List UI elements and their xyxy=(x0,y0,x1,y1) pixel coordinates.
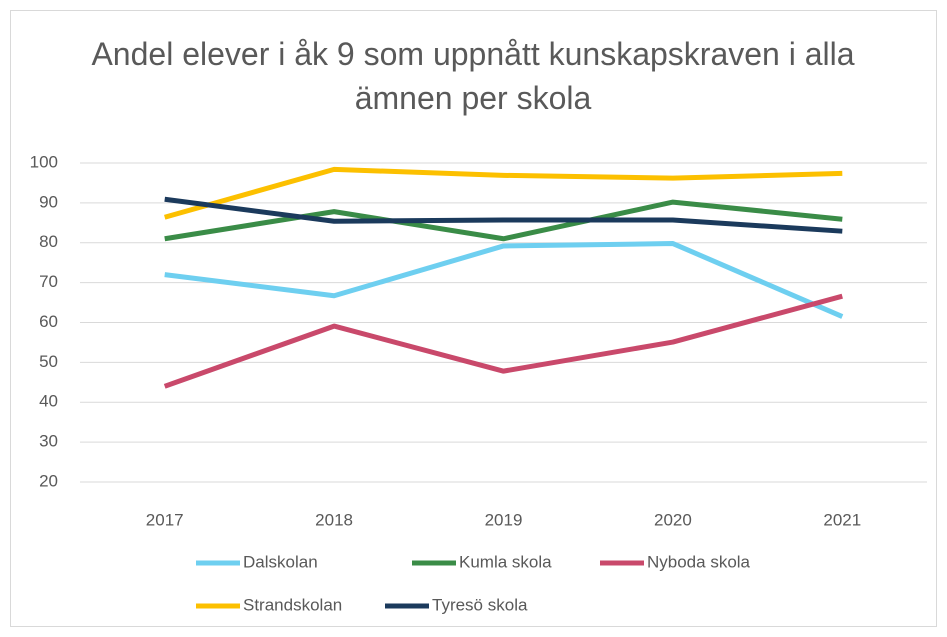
y-tick-label: 90 xyxy=(39,192,58,211)
x-tick-label: 2021 xyxy=(823,510,861,529)
series-line xyxy=(163,293,843,389)
chart-border xyxy=(10,10,937,627)
legend-label: Nyboda skola xyxy=(647,552,751,571)
chart-title: Andel elever i åk 9 som uppnått kunskaps… xyxy=(91,36,855,116)
y-tick-label: 100 xyxy=(30,152,58,171)
y-tick-label: 40 xyxy=(39,392,58,411)
y-tick-label: 70 xyxy=(39,272,58,291)
series-line xyxy=(164,241,844,319)
legend-label: Strandskolan xyxy=(243,595,342,614)
legend-label: Kumla skola xyxy=(459,552,552,571)
x-tick-label: 2019 xyxy=(485,510,523,529)
x-tick-label: 2017 xyxy=(146,510,184,529)
series-line xyxy=(164,199,843,242)
series-line xyxy=(164,196,843,234)
y-tick-label: 50 xyxy=(39,352,58,371)
y-tick-label: 80 xyxy=(39,232,58,251)
y-tick-label: 60 xyxy=(39,312,58,331)
series-line xyxy=(164,166,843,220)
legend-label: Dalskolan xyxy=(243,552,318,571)
x-tick-label: 2018 xyxy=(315,510,353,529)
legend-label: Tyresö skola xyxy=(432,595,528,614)
x-tick-label: 2020 xyxy=(654,510,692,529)
y-tick-label: 30 xyxy=(39,432,58,451)
y-tick-label: 20 xyxy=(39,471,58,490)
